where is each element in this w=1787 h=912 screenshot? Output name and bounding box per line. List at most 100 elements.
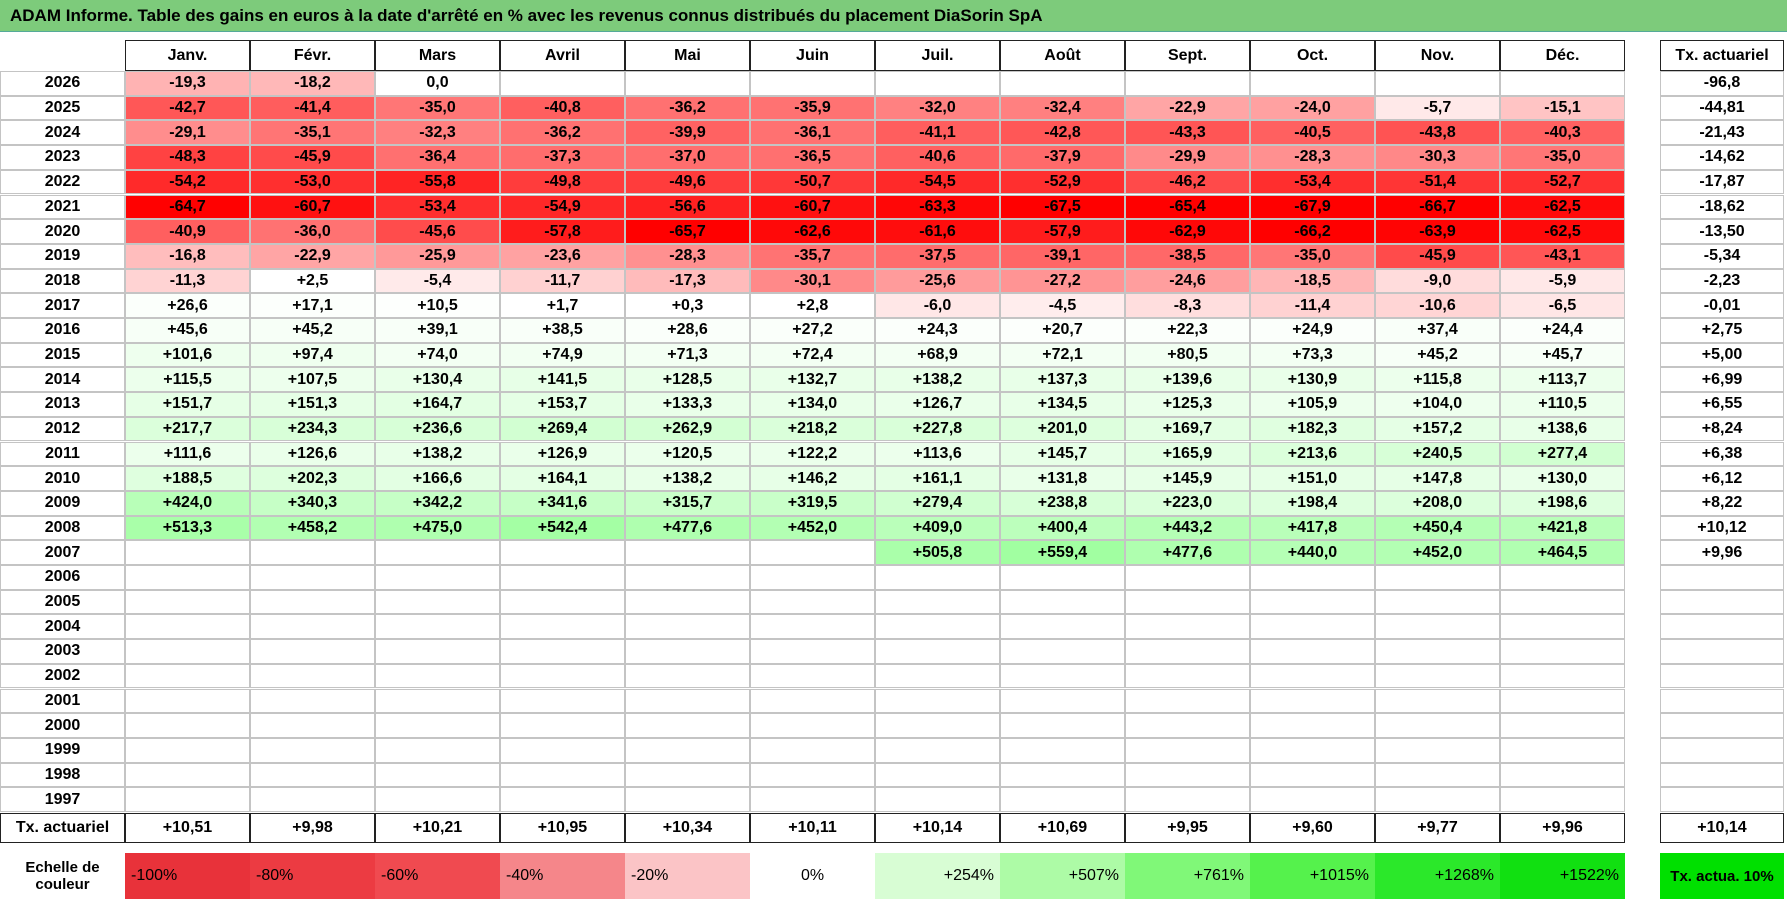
gain-cell [1125,639,1250,664]
gain-cell: -35,1 [250,120,375,146]
gain-cell [250,614,375,640]
gain-cell: +424,0 [125,490,250,516]
gain-cell: +80,5 [1125,342,1250,368]
row-year: 2012 [0,416,125,442]
gain-cell: -24,6 [1125,268,1250,294]
gain-cell: -30,1 [750,268,875,294]
gain-cell: -22,9 [250,243,375,269]
rate-cell: -21,43 [1660,120,1784,146]
gain-cell [1125,565,1250,590]
gain-cell: -40,6 [875,145,1000,170]
gain-cell: +125,3 [1125,392,1250,417]
gain-cell: -62,6 [750,219,875,244]
gain-cell: +107,5 [250,367,375,393]
row-year: 2000 [0,713,125,738]
gain-cell [1125,614,1250,640]
rate-cell: +6,55 [1660,392,1784,417]
gain-cell [125,614,250,640]
gain-cell: +147,8 [1375,466,1500,491]
gain-cell: +269,4 [500,416,625,442]
gain-cell: +151,3 [250,392,375,417]
rate-cell: -14,62 [1660,145,1784,170]
rate-cell [1660,639,1784,664]
gain-cell [1500,713,1625,738]
gain-cell: -53,0 [250,169,375,195]
row-year: 2023 [0,145,125,170]
gain-cell [625,565,750,590]
gain-cell: -40,9 [125,219,250,244]
gain-cell: +2,5 [250,268,375,294]
gain-cell [500,565,625,590]
gain-cell: -42,8 [1000,120,1125,146]
gain-cell [250,762,375,788]
row-year: 2008 [0,515,125,541]
gain-cell [1250,713,1375,738]
gain-cell: -43,3 [1125,120,1250,146]
gain-cell [250,688,375,714]
gain-cell [375,713,500,738]
gain-cell: -45,9 [1375,243,1500,269]
gain-cell [625,713,750,738]
gain-cell: -38,5 [1125,243,1250,269]
gain-cell: -62,9 [1125,219,1250,244]
gain-cell: +450,4 [1375,515,1500,541]
column-header: Mai [625,40,750,71]
gain-cell [500,589,625,615]
gain-cell [1125,787,1250,812]
gain-cell: +223,0 [1125,490,1250,516]
gain-cell: -36,2 [625,95,750,121]
gain-cell: -45,6 [375,219,500,244]
gain-cell [125,589,250,615]
gain-cell: +20,7 [1000,318,1125,343]
gain-cell [375,565,500,590]
column-header: Mars [375,40,500,71]
gain-cell [1000,713,1125,738]
gain-cell: -63,3 [875,194,1000,220]
gain-cell: +115,5 [125,367,250,393]
gain-cell: +17,1 [250,293,375,318]
gain-cell: -49,8 [500,169,625,195]
footer-cell: +10,21 [375,813,500,843]
gain-cell: -46,2 [1125,169,1250,195]
gain-cell: +138,2 [375,441,500,467]
gain-cell: -28,3 [625,243,750,269]
gain-cell: -29,1 [125,120,250,146]
gain-cell: +10,5 [375,293,500,318]
rate-cell [1660,589,1784,615]
row-year: 2005 [0,589,125,615]
gain-cell: -66,7 [1375,194,1500,220]
gain-cell [875,688,1000,714]
row-year: 2016 [0,318,125,343]
gain-cell: +45,7 [1500,342,1625,368]
gain-cell: +169,7 [1125,416,1250,442]
footer-cell: +9,98 [250,813,375,843]
gain-cell: -41,1 [875,120,1000,146]
row-year: 2018 [0,268,125,294]
gain-cell [500,762,625,788]
gain-cell: +208,0 [1375,490,1500,516]
gain-cell [500,713,625,738]
gain-cell: -37,5 [875,243,1000,269]
gain-cell [625,614,750,640]
footer-cell: +9,60 [1250,813,1375,843]
rate-cell: +9,96 [1660,540,1784,565]
row-year: 2013 [0,392,125,417]
gain-cell [625,71,750,96]
gain-cell [625,540,750,565]
gain-cell: +28,6 [625,318,750,343]
gain-cell: -40,3 [1500,120,1625,146]
row-year: 2001 [0,688,125,714]
gain-cell: +340,3 [250,490,375,516]
gain-cell: +74,0 [375,342,500,368]
column-header: Juin [750,40,875,71]
footer-cell: +10,34 [625,813,750,843]
gain-cell: -16,8 [125,243,250,269]
gain-cell [750,713,875,738]
gain-cell: +464,5 [1500,540,1625,565]
gain-cell [375,787,500,812]
gain-cell [125,713,250,738]
gain-cell: -60,7 [250,194,375,220]
gain-cell: +26,6 [125,293,250,318]
gain-cell: +39,1 [375,318,500,343]
gain-cell: +137,3 [1000,367,1125,393]
